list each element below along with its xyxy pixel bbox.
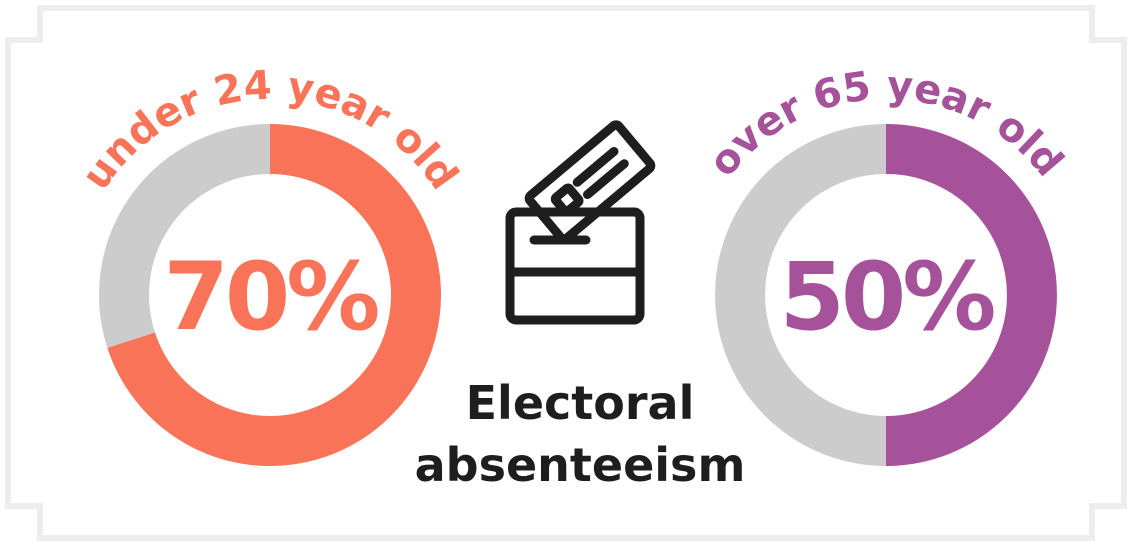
donut-value-label: 50% — [780, 243, 995, 352]
donut-segment-remainder — [715, 124, 887, 466]
donut-value-label: 70% — [164, 243, 379, 352]
title-line-2: absenteeism — [414, 438, 746, 492]
center-title: Electoral absenteeism — [380, 372, 780, 496]
donut-segment-value — [885, 124, 1057, 466]
donut-segment-remainder — [99, 124, 271, 348]
donut-segment-value — [107, 124, 441, 466]
title-line-1: Electoral — [465, 376, 695, 430]
ballot-box-icon — [505, 120, 656, 325]
donut-chart-under-24: under 24 year old70% — [80, 63, 460, 466]
